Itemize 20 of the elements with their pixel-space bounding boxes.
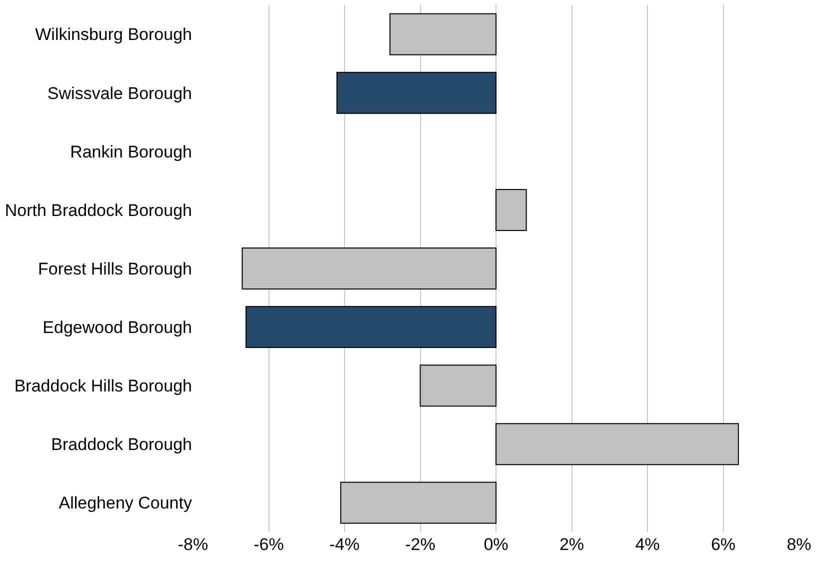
y-tick-label: Allegheny County (58, 494, 192, 513)
x-tick-label: -8% (178, 535, 208, 554)
x-tick-label: -4% (329, 535, 360, 554)
y-tick-label: Rankin Borough (70, 142, 192, 162)
x-tick-label: -2% (405, 535, 436, 554)
x-tick-label: -6% (254, 535, 284, 554)
y-tick-label: Wilkinsburg Borough (35, 25, 192, 44)
y-tick-label: Braddock Borough (51, 435, 192, 454)
x-tick-label: 6% (710, 535, 736, 554)
y-tick-label: Swissvale Borough (47, 84, 192, 103)
y-tick-label: Forest Hills Borough (38, 259, 192, 278)
x-tick-label: 2% (559, 535, 584, 554)
bar (336, 72, 496, 114)
x-tick-label: 4% (635, 535, 660, 554)
bar (246, 306, 496, 348)
y-tick-label: Edgewood Borough (42, 318, 192, 338)
y-tick-label: Braddock Hills Borough (14, 376, 192, 396)
x-tick-label: 0% (484, 535, 508, 554)
y-tick-label: North Braddock Borough (4, 200, 192, 220)
x-tick-label: 8% (786, 535, 812, 554)
